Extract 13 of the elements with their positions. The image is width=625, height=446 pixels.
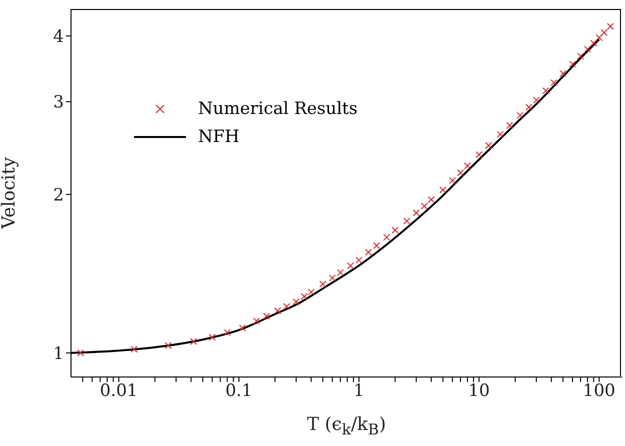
y-tick-label: 2: [53, 185, 64, 206]
y-tick-label: 1: [53, 344, 64, 364]
y-tick-label: 4: [53, 26, 64, 47]
x-tick-label: 1: [354, 381, 364, 402]
legend-label: NFH: [198, 127, 240, 147]
x-axis-title: T (ϵ$_{k}$/k$_{B}$): [306, 414, 387, 439]
x-tick-label: 10: [468, 381, 490, 402]
legend-label: Numerical Results: [198, 99, 358, 119]
x-tick-label: 0.01: [100, 381, 138, 402]
x-tick-label: 0.1: [225, 381, 252, 402]
x-tick-label: 100: [582, 381, 616, 402]
y-axis-title: Velocity: [0, 156, 20, 230]
y-tick-label: 3: [53, 92, 64, 113]
